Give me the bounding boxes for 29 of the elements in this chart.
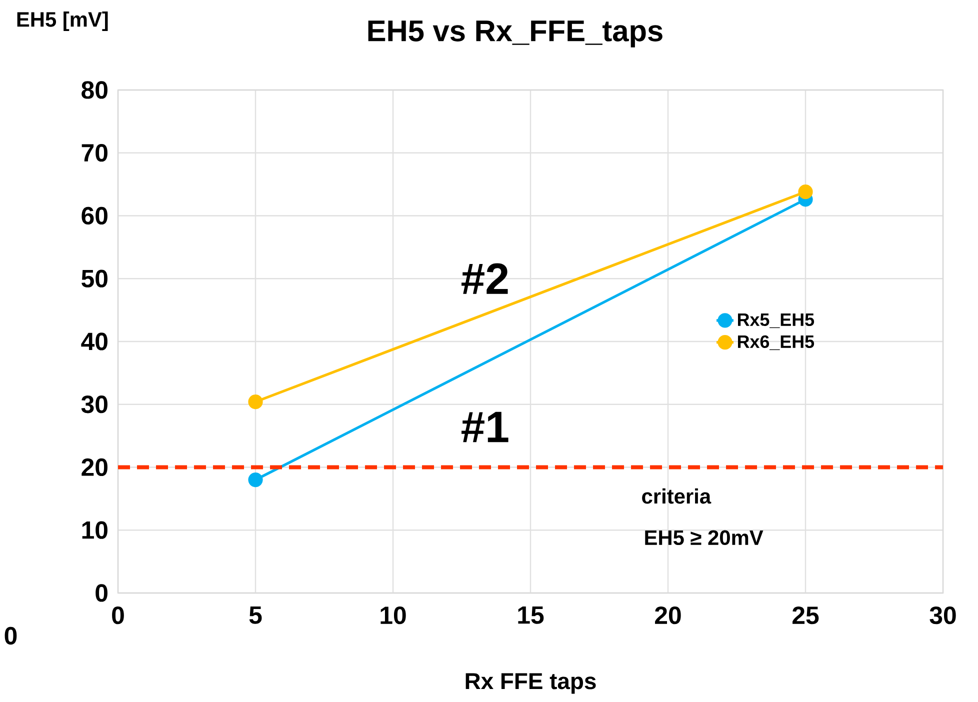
- y-tick-label: 0: [96, 584, 108, 602]
- legend-label: Rx5_EH5: [738, 314, 814, 328]
- y-tick-label: 60: [82, 206, 108, 225]
- ref-line-label: criteria: [642, 488, 712, 504]
- x-tick-label: 10: [380, 606, 406, 624]
- y-tick-label: 30: [81, 396, 108, 414]
- y-tick-label: 50: [82, 270, 108, 288]
- chart-title: EH5 vs Rx_FFE_taps: [368, 20, 662, 48]
- y-tick-label: 10: [82, 521, 108, 539]
- x-tick-label: 25: [792, 606, 819, 624]
- y-tick-label: 20: [82, 458, 108, 476]
- y-tick-label: 40: [81, 332, 108, 350]
- point: [248, 394, 263, 410]
- point: [798, 184, 813, 200]
- text: 0: [4, 626, 17, 645]
- x-tick-label: 30: [930, 606, 956, 624]
- x-tick-label: 15: [518, 606, 544, 624]
- x-tick-label: 0: [112, 606, 124, 624]
- y-axis-title: EH5 [mV]: [17, 12, 108, 32]
- legend-label: Rx6_EH5: [738, 335, 814, 350]
- y-tick-label: 70: [82, 144, 108, 162]
- x-tick-label: 5: [249, 606, 262, 624]
- point: [248, 472, 263, 488]
- x-tick-label: 20: [655, 606, 681, 624]
- annotation: EH5 ≥ 20mV: [645, 530, 764, 546]
- y-tick-label: 80: [82, 81, 108, 99]
- annotation: #1: [462, 412, 508, 442]
- x-axis-title: Rx FFE taps: [466, 673, 596, 694]
- annotation: #2: [462, 263, 508, 294]
